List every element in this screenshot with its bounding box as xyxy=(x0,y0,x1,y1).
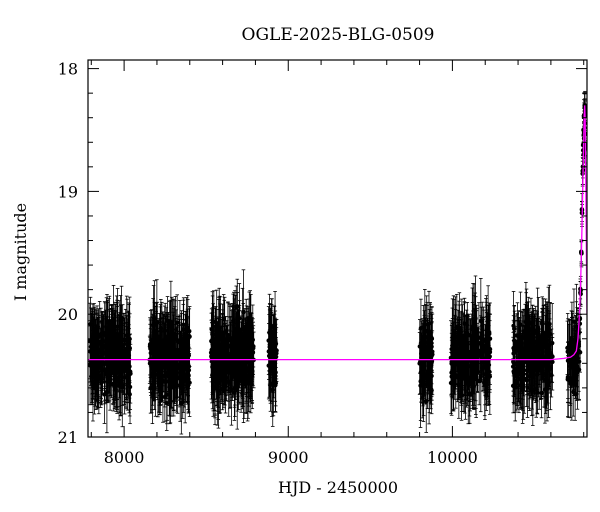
data-point xyxy=(226,346,231,393)
data-point xyxy=(485,345,490,397)
observations-layer xyxy=(88,90,587,435)
data-point xyxy=(427,313,432,379)
data-point xyxy=(107,309,112,388)
data-point xyxy=(164,368,170,421)
data-point xyxy=(225,302,231,375)
data-point xyxy=(224,325,229,388)
data-point xyxy=(479,329,485,371)
data-point xyxy=(169,329,174,402)
data-point xyxy=(483,338,488,396)
x-tick-label: 10000 xyxy=(427,448,478,467)
data-point xyxy=(535,325,541,386)
data-point xyxy=(113,335,118,397)
data-point xyxy=(102,302,108,390)
data-point xyxy=(524,333,529,392)
tick-labels: 8000 9000 10000 18 19 20 21 xyxy=(58,60,478,467)
data-point xyxy=(91,333,96,400)
data-point xyxy=(565,341,570,418)
data-point xyxy=(475,326,481,375)
data-point xyxy=(569,310,574,368)
data-point xyxy=(123,342,129,398)
data-point xyxy=(208,327,214,378)
data-point xyxy=(174,348,180,398)
data-point xyxy=(93,331,99,410)
data-point xyxy=(421,346,426,422)
data-point xyxy=(147,317,153,376)
data-point xyxy=(519,336,524,393)
data-point xyxy=(222,299,227,365)
data-point xyxy=(533,309,539,394)
data-point xyxy=(459,343,465,404)
data-point xyxy=(156,319,162,382)
data-point xyxy=(524,309,530,351)
data-point xyxy=(219,346,225,404)
data-point xyxy=(235,278,240,334)
y-tick-label: 19 xyxy=(58,182,78,201)
data-point xyxy=(521,315,526,391)
data-point xyxy=(516,317,521,356)
data-point xyxy=(179,310,184,373)
data-point xyxy=(214,289,219,357)
data-point xyxy=(512,331,517,371)
data-point xyxy=(464,347,469,408)
data-point xyxy=(466,316,472,355)
data-point xyxy=(453,341,459,409)
x-tick-label: 8000 xyxy=(104,448,145,467)
data-point xyxy=(240,323,246,365)
data-point xyxy=(90,343,96,422)
data-point xyxy=(473,296,478,382)
plot-frame xyxy=(87,59,588,438)
data-point xyxy=(429,314,434,389)
data-point xyxy=(467,365,472,424)
y-tick-label: 18 xyxy=(58,60,78,79)
data-point xyxy=(470,287,475,371)
data-point xyxy=(164,307,169,368)
data-point xyxy=(216,345,221,420)
x-tick-label: 9000 xyxy=(268,448,309,467)
data-point xyxy=(455,345,461,385)
data-point xyxy=(151,321,156,376)
data-point xyxy=(120,333,125,406)
data-point xyxy=(118,350,123,417)
data-point xyxy=(109,308,114,352)
data-point xyxy=(547,318,552,389)
data-point xyxy=(182,344,188,393)
data-point xyxy=(88,307,94,386)
data-point xyxy=(245,345,251,419)
y-tick-label: 21 xyxy=(58,428,78,447)
data-point xyxy=(526,315,532,396)
data-point xyxy=(126,311,131,378)
data-point xyxy=(181,303,186,355)
y-tick-label: 20 xyxy=(58,305,78,324)
data-point xyxy=(469,313,474,382)
data-point xyxy=(98,322,104,365)
data-point xyxy=(247,349,253,403)
data-point xyxy=(450,322,456,387)
data-point xyxy=(459,310,464,387)
data-point xyxy=(484,330,490,385)
data-point xyxy=(271,325,277,386)
chart-title: OGLE-2025-BLG-0509 xyxy=(242,25,435,45)
data-point xyxy=(269,334,274,374)
y-axis-label: I magnitude xyxy=(11,203,30,301)
x-axis-label: HJD - 2450000 xyxy=(278,478,398,497)
data-point xyxy=(469,334,474,389)
data-point xyxy=(153,333,158,417)
data-point xyxy=(230,343,235,398)
data-point xyxy=(237,300,242,385)
data-point xyxy=(229,340,234,389)
